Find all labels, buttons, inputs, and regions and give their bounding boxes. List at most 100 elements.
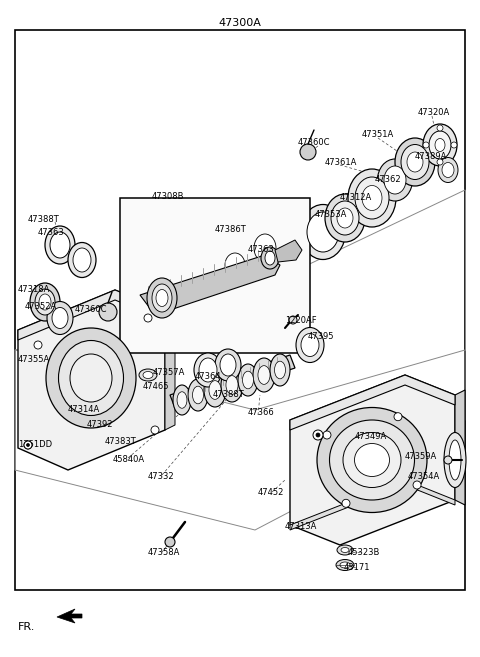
Ellipse shape (209, 380, 221, 399)
Polygon shape (275, 240, 302, 262)
Ellipse shape (270, 354, 290, 386)
Polygon shape (18, 290, 165, 340)
Text: 47362: 47362 (375, 175, 402, 184)
Ellipse shape (219, 246, 251, 284)
Ellipse shape (265, 251, 275, 265)
Ellipse shape (261, 247, 279, 269)
Circle shape (34, 341, 42, 349)
Text: 47312A: 47312A (340, 193, 372, 202)
Ellipse shape (50, 232, 70, 258)
Text: 47357A: 47357A (153, 368, 185, 377)
Ellipse shape (254, 234, 276, 262)
Text: 47395: 47395 (308, 332, 335, 341)
Ellipse shape (337, 545, 353, 555)
Text: 47363: 47363 (38, 228, 65, 237)
Ellipse shape (225, 253, 245, 277)
Polygon shape (170, 355, 295, 408)
Text: 47300A: 47300A (218, 18, 262, 28)
Circle shape (437, 159, 443, 165)
Ellipse shape (449, 440, 461, 480)
Text: 47359A: 47359A (405, 452, 437, 461)
Ellipse shape (139, 369, 157, 381)
Circle shape (289, 316, 297, 324)
Circle shape (151, 426, 159, 434)
Polygon shape (290, 480, 455, 530)
Circle shape (444, 456, 452, 464)
Polygon shape (140, 255, 280, 315)
Text: 47364: 47364 (195, 372, 222, 381)
Ellipse shape (325, 194, 365, 242)
Polygon shape (165, 305, 175, 430)
Ellipse shape (192, 386, 204, 404)
Ellipse shape (444, 432, 466, 487)
Ellipse shape (147, 278, 177, 318)
Ellipse shape (384, 166, 406, 194)
Text: 47452: 47452 (258, 488, 284, 497)
Circle shape (24, 441, 32, 449)
Ellipse shape (156, 290, 168, 307)
Ellipse shape (242, 371, 253, 389)
Text: 47386T: 47386T (215, 225, 247, 234)
Ellipse shape (68, 242, 96, 277)
Ellipse shape (226, 376, 238, 394)
Text: 1220AF: 1220AF (285, 316, 317, 325)
Text: 47352A: 47352A (25, 302, 57, 311)
Circle shape (316, 433, 320, 437)
Polygon shape (57, 609, 82, 623)
Circle shape (24, 441, 32, 449)
Ellipse shape (348, 169, 396, 227)
Text: 43171: 43171 (344, 563, 371, 572)
Circle shape (451, 142, 457, 148)
Bar (15, 30, 465, 590)
Ellipse shape (341, 547, 349, 553)
Ellipse shape (355, 177, 389, 219)
Ellipse shape (337, 208, 353, 228)
Ellipse shape (177, 392, 187, 408)
Text: 47361A: 47361A (325, 158, 358, 167)
Ellipse shape (30, 283, 60, 321)
Ellipse shape (47, 302, 73, 334)
Text: 47388T: 47388T (213, 390, 245, 399)
Ellipse shape (221, 368, 243, 402)
Ellipse shape (300, 204, 346, 260)
Ellipse shape (442, 162, 454, 177)
Circle shape (313, 430, 323, 440)
Ellipse shape (35, 289, 55, 315)
Text: 47388T: 47388T (28, 215, 60, 224)
Circle shape (323, 431, 331, 439)
Ellipse shape (238, 364, 258, 396)
Circle shape (99, 303, 117, 321)
Text: 47465: 47465 (143, 382, 169, 391)
Text: 47353A: 47353A (315, 210, 348, 219)
Ellipse shape (45, 226, 75, 264)
Text: 47314A: 47314A (68, 405, 100, 414)
Ellipse shape (220, 354, 236, 376)
Ellipse shape (73, 248, 91, 272)
Text: 45840A: 45840A (113, 455, 145, 464)
Text: 47318A: 47318A (18, 285, 50, 294)
Text: 47308B: 47308B (152, 192, 184, 201)
Ellipse shape (435, 139, 445, 152)
Text: 47351A: 47351A (362, 130, 394, 139)
Ellipse shape (429, 131, 451, 159)
Ellipse shape (296, 327, 324, 363)
Ellipse shape (204, 373, 226, 407)
Ellipse shape (423, 124, 457, 166)
Ellipse shape (438, 158, 458, 183)
Ellipse shape (59, 340, 123, 415)
Ellipse shape (355, 443, 389, 476)
Text: 47392: 47392 (87, 420, 113, 429)
Ellipse shape (215, 349, 241, 381)
Text: 47355A: 47355A (18, 355, 50, 364)
Text: 47313A: 47313A (285, 522, 317, 531)
Ellipse shape (173, 385, 191, 415)
Text: 47332: 47332 (148, 472, 175, 481)
Circle shape (413, 481, 421, 489)
Ellipse shape (194, 353, 222, 387)
Ellipse shape (70, 354, 112, 402)
Ellipse shape (329, 420, 415, 500)
Ellipse shape (307, 212, 339, 252)
Text: 47360C: 47360C (75, 305, 108, 314)
Ellipse shape (401, 145, 429, 179)
Ellipse shape (188, 379, 208, 411)
